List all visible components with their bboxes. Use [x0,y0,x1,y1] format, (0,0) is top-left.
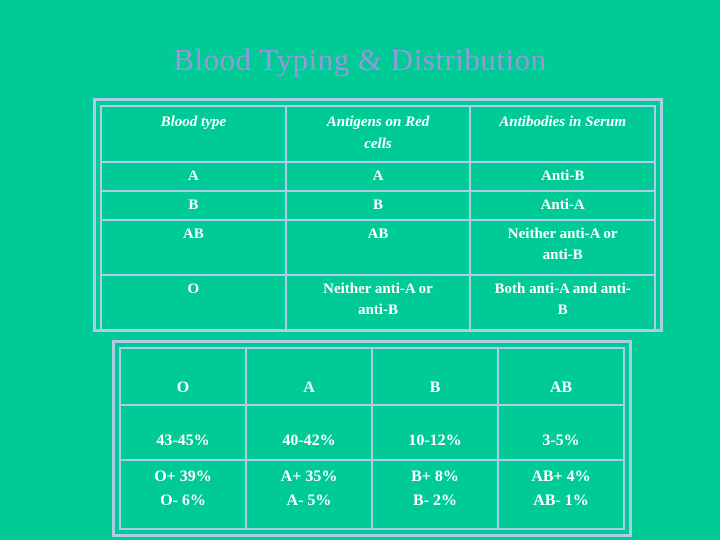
typing-cell: Both anti-A and anti-B [469,273,656,331]
typing-cell: B [284,189,472,221]
typing-row-o: O Neither anti-A or anti-B Both anti-A a… [100,273,656,331]
typing-header-blood-type: Blood type [100,105,287,163]
distribution-header-row: O A B AB [119,346,625,407]
typing-cell: Anti-A [469,189,656,221]
blood-typing-table: Blood type Antigens on Red cells Antibod… [93,98,663,332]
distribution-cell: 3-5% [497,404,625,462]
typing-table-header-row: Blood type Antigens on Red cells Antibod… [100,105,656,163]
distribution-total-row: 43-45% 40-42% 10-12% 3-5% [119,404,625,462]
typing-cell: Neither anti-A or anti-B [284,273,472,331]
distribution-cell: A+ 35% A- 5% [245,459,373,530]
typing-row-ab: AB AB Neither anti-A or anti-B [100,218,656,276]
distribution-header-a: A [245,346,373,407]
typing-cell: AB [284,218,472,276]
typing-cell: A [284,161,472,192]
distribution-breakdown-row: O+ 39% O- 6% A+ 35% A- 5% B+ 8% B- 2% AB… [119,459,625,530]
typing-cell: Anti-B [469,161,656,192]
typing-row-a: A A Anti-B [100,161,656,192]
distribution-cell: B+ 8% B- 2% [371,459,499,530]
typing-cell: B [100,189,287,221]
typing-header-antibodies: Antibodies in Serum [469,105,656,163]
blood-distribution-table: O A B AB 43-45% 40-42% 10-12% 3-5% O+ 39… [112,340,632,537]
distribution-cell: O+ 39% O- 6% [119,459,247,530]
typing-cell: AB [100,218,287,276]
distribution-header-ab: AB [497,346,625,407]
distribution-cell: 10-12% [371,404,499,462]
typing-row-b: B B Anti-A [100,189,656,221]
distribution-cell: 43-45% [119,404,247,462]
distribution-header-o: O [119,346,247,407]
typing-header-antigens: Antigens on Red cells [284,105,472,163]
page-title: Blood Typing & Distribution [173,42,547,77]
typing-cell: A [100,161,287,192]
distribution-cell: 40-42% [245,404,373,462]
distribution-header-b: B [371,346,499,407]
distribution-cell: AB+ 4% AB- 1% [497,459,625,530]
typing-cell: Neither anti-A or anti-B [469,218,656,276]
typing-cell: O [100,273,287,331]
